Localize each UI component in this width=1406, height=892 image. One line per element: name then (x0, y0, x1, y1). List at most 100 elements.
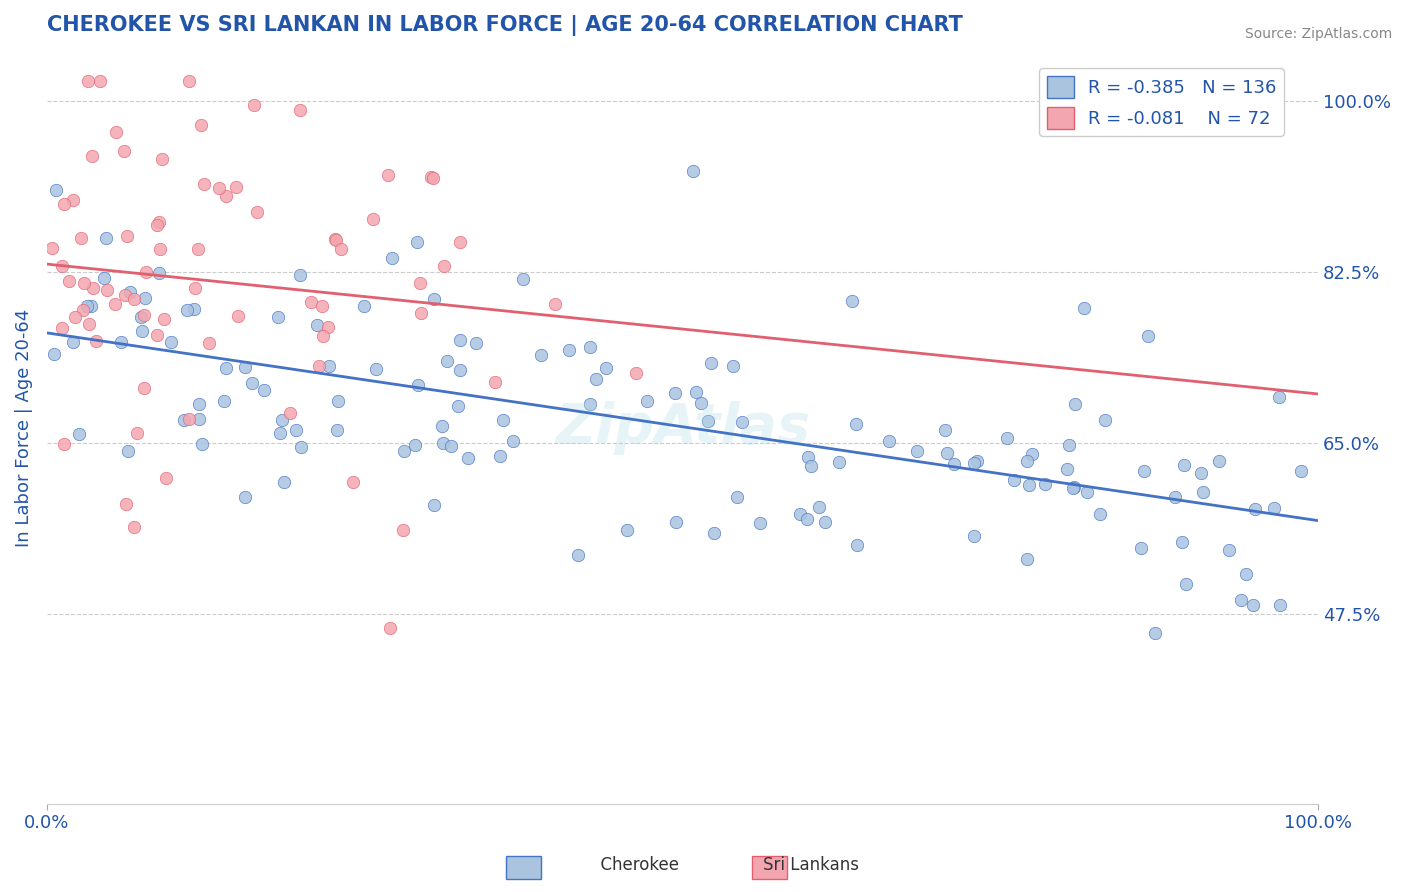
Point (1130, 541, 1153, 555)
Point (62, 334, 84, 349)
Point (269, 426, 291, 441)
Point (51, 259, 73, 273)
Point (966, 453, 988, 467)
Point (160, 334, 183, 349)
Point (664, 386, 686, 401)
Point (1017, 552, 1039, 566)
Point (122, 520, 145, 534)
Point (305, 318, 328, 333)
Point (1170, 534, 1192, 549)
Point (404, 437, 426, 451)
Point (134, 291, 156, 305)
Point (45, 183, 67, 197)
FancyBboxPatch shape (506, 856, 541, 879)
Point (682, 164, 704, 178)
Point (323, 232, 346, 246)
Y-axis label: In Labor Force | Age 20-64: In Labor Force | Age 20-64 (15, 309, 32, 547)
Point (1062, 482, 1084, 496)
Point (243, 98, 266, 112)
Point (1175, 577, 1198, 591)
Point (187, 242, 209, 256)
Point (226, 309, 249, 323)
Point (432, 435, 454, 450)
Point (1291, 464, 1313, 478)
Point (278, 406, 301, 420)
Point (72, 303, 94, 318)
Point (325, 233, 347, 247)
Point (330, 243, 353, 257)
Point (208, 181, 231, 195)
Point (942, 457, 965, 471)
Point (246, 204, 269, 219)
Point (118, 285, 141, 300)
Point (579, 397, 602, 411)
Point (132, 308, 155, 322)
Point (62, 194, 84, 208)
Point (198, 335, 221, 350)
Point (215, 360, 238, 375)
Point (1063, 397, 1085, 411)
Point (420, 169, 443, 184)
Point (325, 423, 347, 437)
Point (110, 335, 132, 350)
Point (585, 372, 607, 386)
Point (270, 413, 292, 427)
Point (285, 423, 308, 437)
Point (70, 231, 93, 245)
Point (132, 381, 155, 395)
Point (149, 243, 172, 257)
FancyBboxPatch shape (752, 856, 787, 879)
Point (450, 363, 472, 377)
Point (148, 215, 170, 229)
Point (1164, 490, 1187, 504)
Point (731, 415, 754, 429)
Point (124, 293, 146, 307)
Point (225, 180, 247, 194)
Point (845, 417, 868, 432)
Point (53, 197, 76, 211)
Point (318, 359, 340, 373)
Point (789, 507, 811, 521)
Point (432, 260, 454, 274)
Point (1137, 329, 1160, 343)
Point (841, 293, 863, 308)
Text: Cherokee                Sri Lankans: Cherokee Sri Lankans (547, 856, 859, 874)
Point (131, 324, 153, 338)
Point (233, 360, 256, 375)
Point (962, 529, 984, 543)
Point (135, 265, 157, 279)
Point (150, 153, 173, 167)
Point (814, 516, 837, 530)
Point (1021, 447, 1043, 461)
Point (58, 274, 80, 288)
Point (936, 446, 959, 460)
Point (392, 443, 415, 458)
Point (233, 490, 256, 504)
Point (934, 424, 956, 438)
Point (190, 119, 212, 133)
Point (616, 523, 638, 537)
Point (423, 498, 446, 512)
Text: ZipAtlas: ZipAtlas (555, 401, 810, 455)
Point (689, 396, 711, 410)
Point (299, 295, 322, 310)
Point (1230, 593, 1253, 607)
Point (749, 516, 772, 530)
Point (114, 497, 136, 511)
Point (579, 340, 602, 354)
Point (1002, 473, 1025, 487)
Point (721, 359, 744, 373)
Point (1173, 458, 1195, 472)
Point (432, 419, 454, 434)
Point (422, 170, 444, 185)
Point (449, 333, 471, 347)
Point (1018, 478, 1040, 492)
Point (905, 444, 928, 458)
Point (963, 456, 986, 470)
Point (406, 235, 429, 250)
Point (1056, 461, 1078, 475)
Point (104, 297, 127, 311)
Point (703, 526, 725, 541)
Point (797, 450, 820, 465)
Point (700, 356, 723, 370)
